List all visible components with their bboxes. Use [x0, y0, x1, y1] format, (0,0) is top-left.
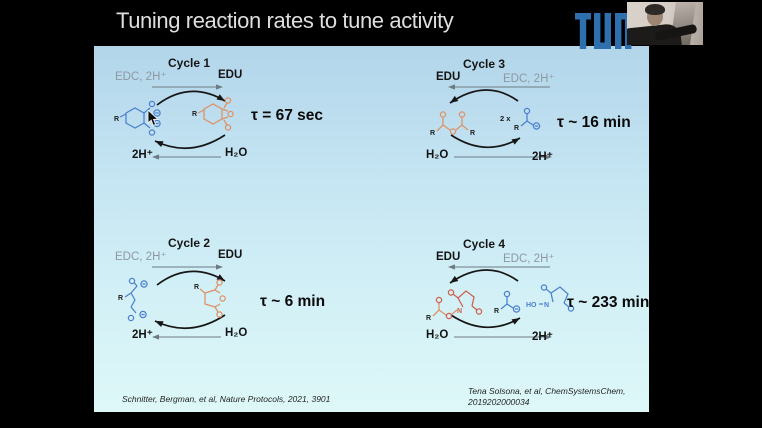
r-group-label: R: [118, 295, 123, 302]
cycle-1-tau-value: τ = 67 sec: [251, 107, 323, 124]
cycle-3-title: Cycle 3: [462, 57, 506, 71]
cycle-1-title: Cycle 1: [167, 56, 211, 70]
slide-canvas: Cycle 1 EDC, 2H⁺ EDU R: [94, 46, 649, 412]
n-atom-label: N: [457, 308, 462, 315]
cycle-2-edc-label: EDC, 2H⁺: [115, 251, 167, 263]
cycle-4-tau-value: τ ~ 233 min: [567, 294, 650, 311]
cycle-4-edu-label: EDU: [436, 251, 461, 263]
r-group-label: R: [470, 130, 475, 137]
mouse-cursor: [147, 110, 159, 127]
molecule-orange-succinic-anhydride: R: [194, 279, 226, 318]
cycle-3-edc-label: EDC, 2H⁺: [503, 73, 555, 85]
cycle-3-edu-label: EDU: [436, 71, 461, 83]
cycle-4-2h-label: 2H⁺: [532, 331, 553, 343]
cycle-4-title: Cycle 4: [462, 237, 506, 251]
cycle-3-h2o-label: H₂O: [426, 149, 449, 161]
cycle-2-2h-label: 2H⁺: [132, 329, 153, 341]
cycle-4-h2o-label: H₂O: [426, 329, 449, 341]
citation-right-line1: Tena Solsona, et al, ChemSystemsChem,: [468, 386, 626, 396]
cycle-2-artwork: R R: [118, 264, 226, 340]
cycle-3-2h-label: 2H⁺: [532, 151, 553, 163]
r-group-label: R: [114, 116, 119, 123]
slide-title: Tuning reaction rates to tune activity: [116, 8, 454, 33]
cycle-1-h2o-label: H₂O: [225, 147, 248, 159]
r-group-label: R: [430, 130, 435, 137]
citation-right: Tena Solsona, et al, ChemSystemsChem, 20…: [468, 386, 625, 407]
r-group-label: R: [514, 125, 519, 132]
citation-right-line2: 2019202000034: [468, 396, 530, 407]
webcam-overlay: [627, 2, 703, 45]
cycle-1-edu-label: EDU: [218, 69, 243, 81]
tum-logo: [575, 13, 632, 49]
cycle-3-artwork: R R 2 x R: [430, 84, 552, 160]
n-atom-label: N: [544, 302, 549, 309]
molecule-blue-succinate: R: [118, 277, 148, 322]
cycle-1-2h-label: 2H⁺: [132, 149, 153, 161]
molecule-orange-acyclic-anhydride: R R: [430, 111, 475, 137]
r-group-label: R: [194, 284, 199, 291]
cycle-1-diagram: Cycle 1 EDC, 2H⁺ EDU R: [108, 54, 343, 189]
cycle-3-diagram: Cycle 3 EDU EDC, 2H⁺ R: [424, 54, 659, 189]
molecule-orange-phthalic-anhydride: R: [192, 97, 234, 131]
citation-left: Schnitter, Bergman, et al, Nature Protoc…: [122, 394, 331, 404]
molecule-orange-nhs-ester: R N: [426, 289, 483, 322]
r-group-label: R: [192, 111, 197, 118]
molecule-blue-carboxylate: R: [514, 107, 541, 132]
molecule-blue-carboxylate: R: [494, 290, 521, 315]
presenter-headphones: [645, 4, 665, 15]
cycle-4-artwork: R N R: [426, 264, 575, 340]
cycle-1-edc-label: EDC, 2H⁺: [115, 71, 167, 83]
cycle-2-title: Cycle 2: [167, 236, 211, 250]
cycle-2-tau-value: τ ~ 6 min: [260, 293, 326, 310]
cycle-2-h2o-label: H₂O: [225, 327, 248, 339]
cycle-2-diagram: Cycle 2 EDC, 2H⁺ EDU R: [108, 234, 343, 369]
cycle-4-diagram: Cycle 4 EDU EDC, 2H⁺ R: [424, 234, 659, 369]
r-group-label: R: [494, 308, 499, 315]
molecule-blue-hydroxysuccinimide: HO N: [526, 284, 575, 312]
cycle-4-edc-label: EDC, 2H⁺: [503, 253, 555, 265]
multiplier-label: 2 x: [500, 114, 511, 123]
cycle-2-edu-label: EDU: [218, 249, 243, 261]
ho-group-label: HO: [526, 302, 537, 309]
r-group-label: R: [426, 315, 431, 322]
cycle-3-tau-value: τ ~ 16 min: [557, 114, 631, 131]
